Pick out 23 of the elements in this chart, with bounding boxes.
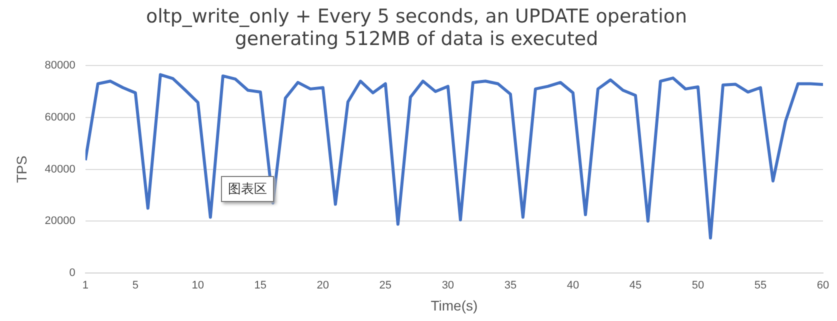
x-tick-label: 10 xyxy=(192,280,204,292)
annotation: 图表区 xyxy=(221,176,274,202)
x-tick-label: 20 xyxy=(316,280,330,292)
y-tick-label: 60000 xyxy=(44,111,76,124)
x-tick-label: 60 xyxy=(816,280,830,292)
y-axis-title: TPS xyxy=(13,156,30,183)
text: generating 512MB of data is executed xyxy=(234,28,598,50)
x-tick-label: 50 xyxy=(692,280,704,292)
x-tick-label: 45 xyxy=(629,280,642,292)
x-axis-title: Time(s) xyxy=(430,297,478,314)
x-tick-label: 1 xyxy=(82,280,88,292)
y-tick-label: 0 xyxy=(69,267,76,280)
x-tick-label: 5 xyxy=(132,280,138,292)
y-tick-label: 80000 xyxy=(44,60,76,72)
x-tick-label: 35 xyxy=(504,280,517,292)
x-tick-label: 40 xyxy=(566,280,580,292)
x-tick-label: 15 xyxy=(254,280,267,292)
y-tick-label: 40000 xyxy=(44,163,76,176)
x-tick-label: 30 xyxy=(442,280,454,292)
text: oltp_write_only + Every 5 seconds, an UPDATE operation xyxy=(146,5,688,28)
x-tick-label: 25 xyxy=(379,280,392,292)
x-tick-label: 55 xyxy=(754,280,767,292)
y-tick-label: 20000 xyxy=(44,215,76,228)
